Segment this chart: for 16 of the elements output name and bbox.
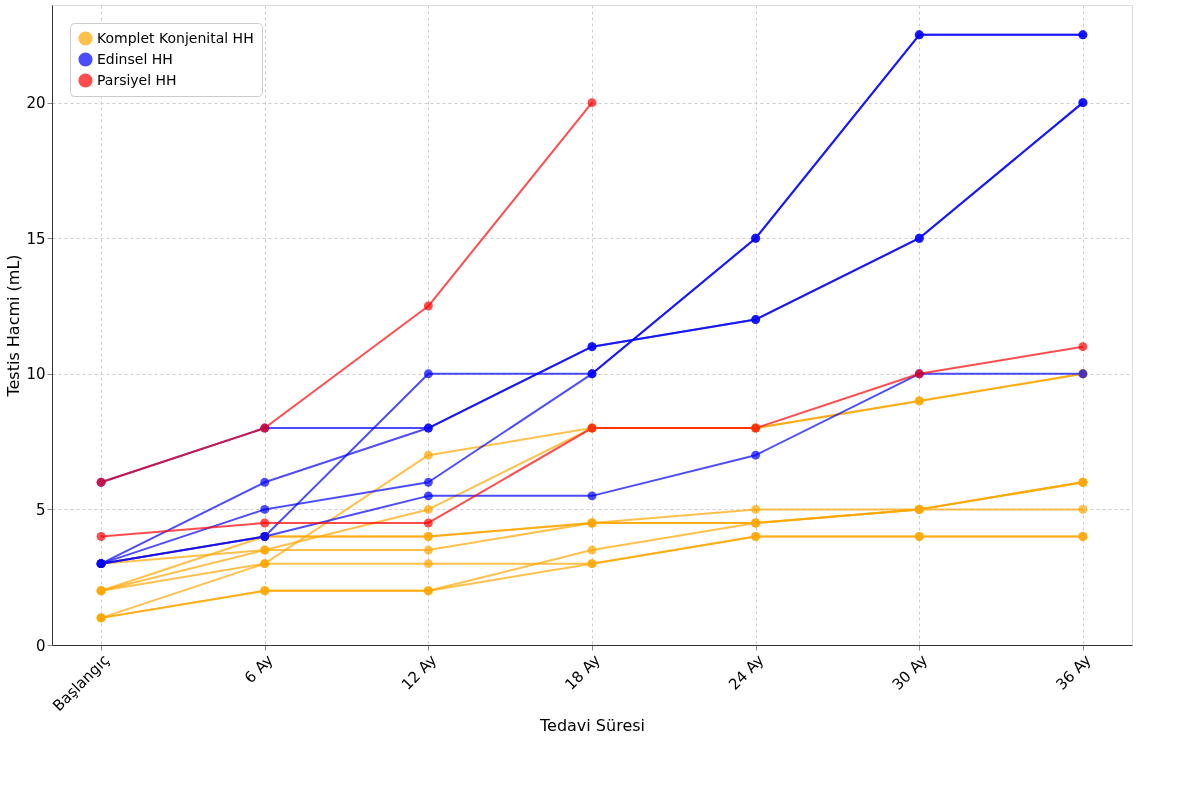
x-tick-label: 6 Ay bbox=[240, 651, 277, 687]
legend-label: Parsiyel HH bbox=[97, 71, 177, 88]
y-tick-label: 0 bbox=[35, 636, 46, 655]
x-axis-title: Tedavi Süresi bbox=[538, 716, 646, 736]
legend-label: Komplet Konjenital HH bbox=[97, 29, 254, 46]
legend-label: Edinsel HH bbox=[97, 50, 173, 67]
y-axis-title: Testis Hacmi (mL) bbox=[4, 254, 24, 398]
x-tick-label: 30 Ay bbox=[888, 651, 932, 694]
x-tick-label: 36 Ay bbox=[1052, 651, 1095, 694]
x-tick-label: 24 Ay bbox=[725, 651, 768, 694]
y-tick-label: 10 bbox=[26, 365, 46, 384]
y-tick-label: 20 bbox=[26, 94, 46, 113]
y-tick-label: 15 bbox=[26, 229, 46, 248]
y-tick-label: 5 bbox=[35, 500, 46, 519]
x-tick-label: 18 Ay bbox=[561, 651, 604, 694]
x-tick-label: 12 Ay bbox=[397, 651, 441, 694]
